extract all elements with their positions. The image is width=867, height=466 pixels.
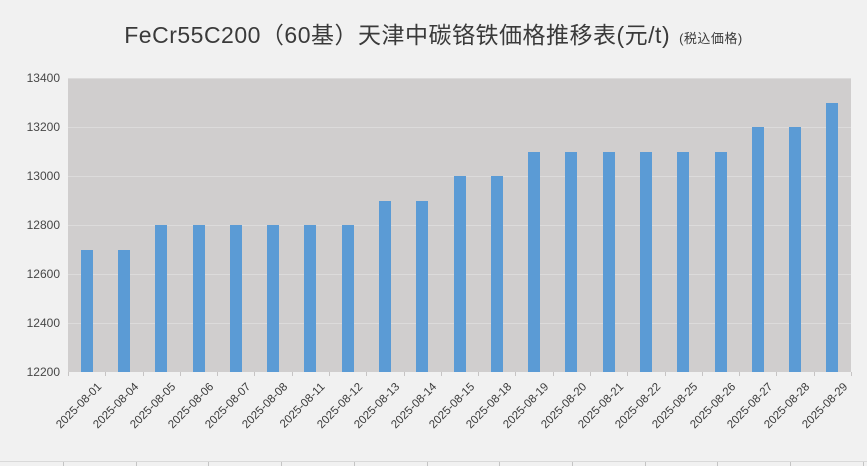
x-axis-tickmark	[739, 372, 741, 376]
x-axis-tickmark	[701, 372, 703, 376]
x-axis-tickmark	[403, 372, 405, 376]
y-axis: 13400 13200 13000 12800 12600 12400 12200	[0, 71, 60, 379]
table-column-separator	[426, 462, 428, 466]
x-axis-tickmark	[329, 372, 330, 376]
x-axis-tickmark	[552, 372, 554, 376]
table-column-separator	[717, 462, 719, 466]
table-column-separator	[499, 462, 501, 466]
x-axis-tickmark	[217, 372, 219, 376]
bar-2025-08-25	[677, 151, 690, 372]
table-column-separator	[571, 462, 573, 466]
table-column-separator	[353, 462, 355, 466]
bar-2025-08-15	[453, 176, 466, 372]
x-axis-tickmark	[440, 372, 442, 376]
table-column-separator	[281, 462, 283, 466]
bar-2025-08-04	[117, 249, 130, 372]
y-tick-label: 12600	[26, 267, 60, 281]
x-axis-tickmark	[851, 372, 852, 376]
bar-2025-08-01	[80, 249, 93, 372]
table-column-separator	[790, 462, 791, 466]
chart-title: FeCr55C200（60基）天津中碳铬铁価格推移表(元/t) (税込価格)	[0, 16, 867, 50]
bar-2025-08-13	[378, 200, 391, 372]
table-column-separator	[644, 462, 646, 466]
x-axis-tickmark	[68, 372, 69, 376]
bar-2025-08-06	[192, 225, 205, 372]
data-table-top-edge	[0, 461, 867, 466]
bar-2025-08-08	[267, 225, 280, 372]
table-column-separator	[63, 462, 64, 466]
x-axis-tickmark	[254, 372, 256, 376]
x-axis-tickmark	[142, 372, 144, 376]
x-axis-tickmark	[627, 372, 629, 376]
table-column-separator	[135, 462, 137, 466]
table-column-separator	[862, 462, 864, 466]
gridline	[68, 127, 851, 128]
bar-2025-08-05	[155, 225, 168, 372]
bar-2025-08-22	[639, 151, 652, 372]
y-tick-label: 13200	[26, 120, 60, 134]
bar-2025-08-26	[714, 151, 727, 372]
chart-title-main: FeCr55C200（60基）天津中碳铬铁価格推移表(元/t)	[124, 22, 671, 48]
bar-2025-08-12	[341, 225, 354, 372]
y-tick-label: 13000	[26, 169, 60, 183]
y-tick-label: 12200	[26, 365, 60, 379]
table-column-separator	[208, 462, 210, 466]
x-axis-tickmark	[776, 372, 778, 376]
bar-2025-08-27	[751, 127, 764, 372]
y-tick-label: 12400	[26, 316, 60, 330]
gridline	[68, 78, 851, 79]
bar-2025-08-29	[826, 102, 839, 372]
x-axis-tickmark	[478, 372, 480, 376]
bar-2025-08-20	[565, 151, 578, 372]
x-axis: 2025-08-01 2025-08-04 2025-08-05 2025-08-06…	[54, 379, 851, 459]
bar-2025-08-18	[490, 176, 503, 372]
plot-area	[68, 78, 851, 372]
bar-2025-08-11	[304, 225, 317, 372]
x-axis-tickmark	[291, 372, 293, 376]
y-tick-label: 13400	[26, 71, 60, 85]
bar-2025-08-19	[528, 151, 541, 372]
x-axis-tickmarks	[68, 372, 852, 377]
x-axis-tickmark	[366, 372, 368, 376]
x-axis-tickmark	[664, 372, 666, 376]
x-axis-tickmark	[105, 372, 107, 376]
chart-title-suffix: (税込価格)	[679, 31, 743, 46]
x-axis-tickmark	[515, 372, 517, 376]
bar-2025-08-14	[416, 200, 429, 372]
y-tick-label: 12800	[26, 218, 60, 232]
bar-2025-08-07	[229, 225, 242, 372]
bar-2025-08-28	[789, 127, 802, 372]
x-axis-tickmark	[179, 372, 181, 376]
x-axis-tickmark	[813, 372, 815, 376]
bar-2025-08-21	[602, 151, 615, 372]
x-axis-tickmark	[590, 372, 591, 376]
